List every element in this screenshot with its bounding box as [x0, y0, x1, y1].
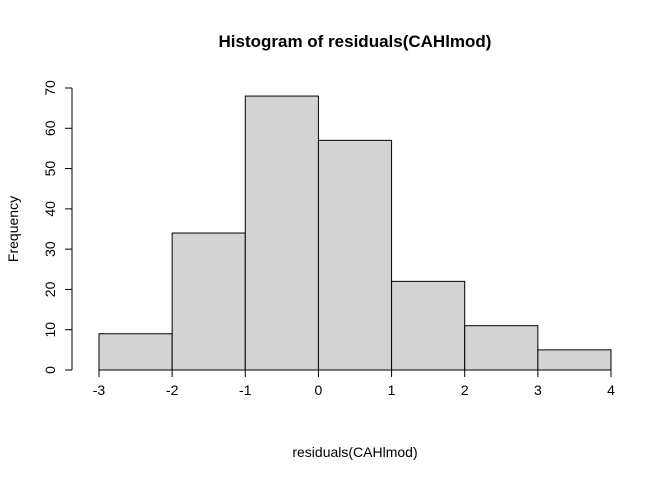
x-tick-label: 3	[534, 382, 542, 398]
chart-title: Histogram of residuals(CAHlmod)	[219, 32, 492, 51]
histogram-bar	[98, 333, 173, 371]
y-tick-label: 50	[42, 161, 58, 177]
histogram-bar	[171, 232, 246, 371]
y-tick-label: 40	[42, 201, 58, 217]
histogram-bar	[537, 349, 612, 371]
histogram-bar	[391, 280, 466, 371]
x-axis: -3 -2 -1 0 1 2 3 4	[93, 369, 615, 398]
histogram-bar	[464, 325, 539, 371]
y-axis-label: Frequency	[5, 196, 21, 262]
y-tick-label: 10	[42, 322, 58, 338]
histogram-bar	[244, 95, 319, 371]
y-tick-label: 20	[42, 281, 58, 297]
x-tick-label: -2	[166, 382, 179, 398]
y-tick-label: 60	[42, 120, 58, 136]
y-tick-label: 70	[42, 80, 58, 96]
bars-group	[98, 95, 612, 371]
x-tick-label: 0	[315, 382, 323, 398]
x-tick-label: 4	[607, 382, 615, 398]
x-tick-label: 1	[388, 382, 396, 398]
y-axis: 0 10 20 30 40 50 60 70	[42, 80, 73, 374]
histogram-bar	[317, 139, 393, 371]
x-axis-label: residuals(CAHlmod)	[292, 444, 417, 460]
y-tick-label: 30	[42, 241, 58, 257]
x-tick-label: 2	[461, 382, 469, 398]
y-tick-label: 0	[42, 366, 58, 374]
x-tick-label: -3	[93, 382, 106, 398]
x-tick-label: -1	[239, 382, 252, 398]
